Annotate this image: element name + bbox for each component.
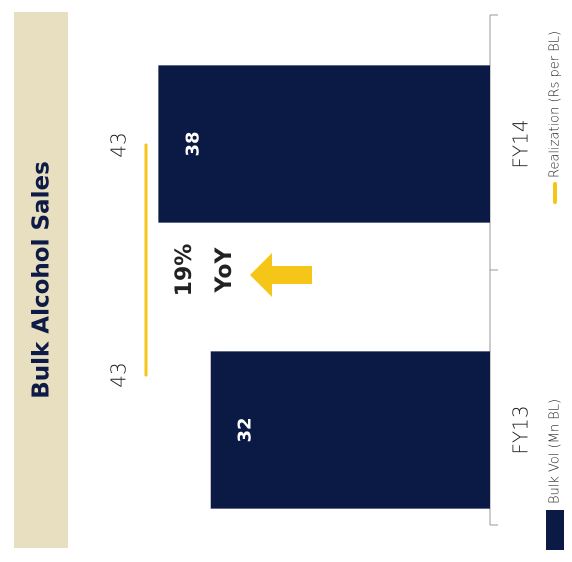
legend-label: Realization (Rs per BL) xyxy=(548,31,563,178)
annotation: 19% xyxy=(172,244,197,297)
legend-swatch xyxy=(546,510,564,550)
legend-label: Bulk Vol (Mn BL) xyxy=(548,399,563,504)
growth-arrow xyxy=(250,253,312,297)
rotated-chart: Bulk Alcohol Sales 19% YoY FY13 FY14 32 38 4… xyxy=(14,12,564,550)
bar xyxy=(158,65,490,223)
data-label: 32 xyxy=(235,417,256,442)
data-label: 43 xyxy=(107,132,131,157)
data-label: 43 xyxy=(107,362,131,387)
data-label: 38 xyxy=(182,131,203,156)
bar xyxy=(210,351,491,509)
x-tick-label: FY13 xyxy=(509,405,533,454)
x-tick-label: FY14 xyxy=(509,119,533,168)
chart-title: Bulk Alcohol Sales xyxy=(29,161,55,399)
annotation: YoY xyxy=(212,246,237,293)
title-box xyxy=(14,12,68,548)
